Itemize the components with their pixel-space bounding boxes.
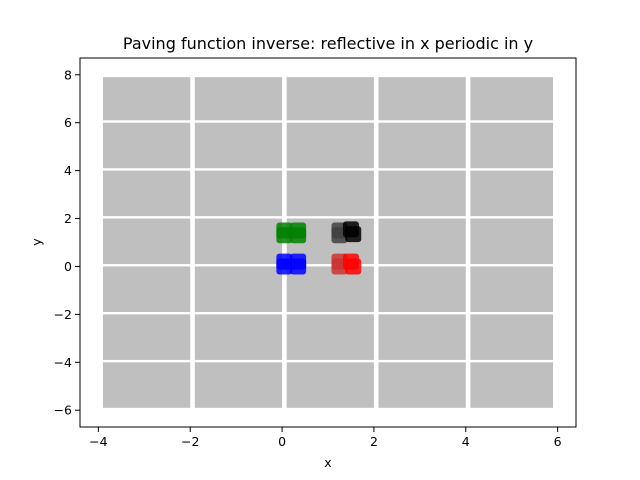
tile-0-1 <box>102 314 191 360</box>
tile-3-1 <box>378 314 466 360</box>
x-tick-label: 0 <box>278 434 286 449</box>
y-tick-label: −6 <box>54 403 72 418</box>
x-axis-ticks: −4 −2 0 2 4 6 <box>89 427 562 449</box>
tile-4-4 <box>470 170 554 217</box>
y-tick-label: −2 <box>54 307 72 322</box>
x-tick-label: −2 <box>181 434 199 449</box>
x-tick-label: −4 <box>89 434 107 449</box>
tile-3-3 <box>378 218 466 265</box>
x-tick-label: 2 <box>370 434 378 449</box>
tile-3-4 <box>378 170 466 217</box>
tile-0-5 <box>102 122 191 169</box>
tile-1-5 <box>194 122 283 169</box>
y-tick-label: 6 <box>64 115 72 130</box>
x-axis-label: x <box>324 455 331 470</box>
tile-4-6 <box>470 77 554 121</box>
tile-3-0 <box>378 362 466 408</box>
tile-3-6 <box>378 77 466 121</box>
tile-grid <box>102 77 554 408</box>
tile-3-2 <box>378 266 466 312</box>
tile-0-0 <box>102 362 191 408</box>
tile-2-6 <box>286 77 374 121</box>
tile-0-2 <box>102 266 191 312</box>
tile-4-0 <box>470 362 554 408</box>
y-axis-label: y <box>29 238 44 246</box>
y-tick-label: 0 <box>64 259 72 274</box>
tile-1-1 <box>194 314 283 360</box>
tile-4-2 <box>470 266 554 312</box>
point-5-1 <box>345 258 362 275</box>
tile-1-2 <box>194 266 283 312</box>
y-tick-label: 2 <box>64 211 72 226</box>
y-tick-label: −4 <box>54 355 72 370</box>
y-tick-label: 4 <box>64 163 72 178</box>
tile-4-1 <box>470 314 554 360</box>
point-0-2 <box>276 258 293 275</box>
tile-4-3 <box>470 218 554 265</box>
tile-3-5 <box>378 122 466 169</box>
tile-4-5 <box>470 122 554 169</box>
tile-1-3 <box>194 218 283 265</box>
plot-frame <box>79 57 577 428</box>
x-tick-label: 6 <box>554 434 562 449</box>
chart-title: Paving function inverse: reflective in x… <box>123 34 533 53</box>
tile-0-4 <box>102 170 191 217</box>
tile-2-4 <box>286 170 374 217</box>
point-1-3 <box>290 227 307 244</box>
point-0-3 <box>290 258 307 275</box>
tile-1-6 <box>194 77 283 121</box>
tile-2-1 <box>286 314 374 360</box>
tile-1-0 <box>194 362 283 408</box>
tile-0-3 <box>102 218 191 265</box>
y-axis-ticks: −6 −4 −2 0 2 4 6 8 <box>54 67 80 418</box>
tile-1-4 <box>194 170 283 217</box>
tile-0-6 <box>102 77 191 121</box>
scatter-points <box>276 221 362 275</box>
tile-2-0 <box>286 362 374 408</box>
point-1-2 <box>276 227 293 244</box>
tile-2-5 <box>286 122 374 169</box>
y-tick-label: 8 <box>64 67 72 82</box>
x-tick-label: 4 <box>462 434 470 449</box>
point-3-1 <box>345 226 362 243</box>
